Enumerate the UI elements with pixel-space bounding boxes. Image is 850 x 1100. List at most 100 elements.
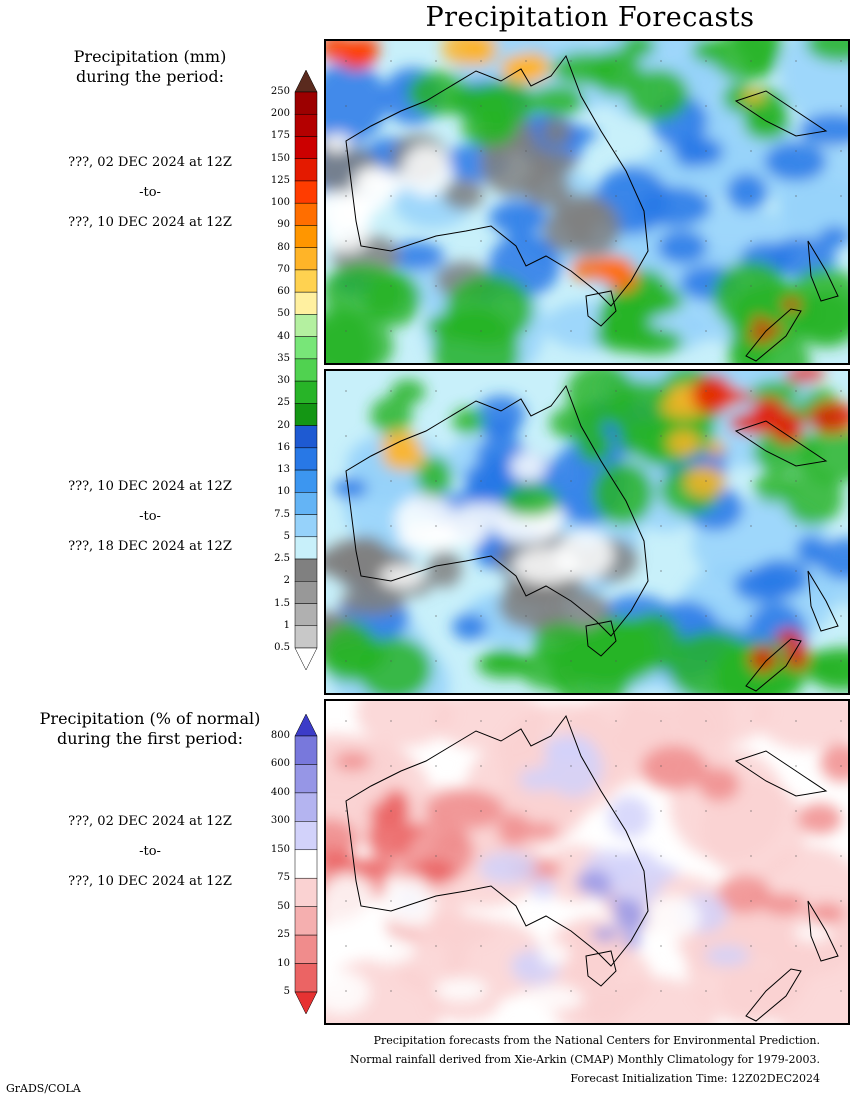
pct-colorbar-tick-label: 400 [270, 786, 290, 798]
tasmania-coastline [585, 620, 617, 657]
mm-colorbar-tick-label: 200 [270, 108, 290, 120]
map-2-svg [326, 371, 848, 693]
nz-south-coastline [745, 308, 802, 362]
mm-colorbar-tick-label: 1 [283, 619, 290, 631]
mm-colorbar-swatch [294, 514, 318, 538]
pct-colorbar-tick-label: 10 [277, 957, 290, 969]
pct-colorbar-swatch [294, 906, 318, 936]
mm-colorbar-swatch [294, 202, 318, 226]
nz-north-coastline [807, 570, 839, 632]
nz-south-coastline [745, 968, 802, 1022]
mm-colorbar-tick-label: 2 [283, 575, 290, 587]
mm-colorbar-tick-label: 40 [277, 330, 290, 342]
forecast-map-period-1 [324, 39, 850, 365]
mm-colorbar-swatch [294, 625, 318, 649]
pct-colorbar-top-arrow [294, 713, 318, 737]
footer-line-2: Normal rainfall derived from Xie-Arkin (… [350, 1053, 820, 1066]
mm-colorbar-swatch [294, 447, 318, 471]
nz-south-coastline [745, 638, 802, 692]
footer-line-1: Precipitation forecasts from the Nationa… [373, 1034, 820, 1047]
mm-colorbar-tick-label: 10 [277, 486, 290, 498]
mm-colorbar-tick-label: 70 [277, 263, 290, 275]
australia-coastline [345, 384, 649, 637]
png-coastline [734, 750, 828, 797]
software-credit: GrADS/COLA [6, 1082, 81, 1095]
mm-colorbar-tick-label: 80 [277, 241, 290, 253]
mm-colorbar-tick-label: 30 [277, 375, 290, 387]
mm-colorbar-swatch [294, 558, 318, 582]
mm-colorbar-tick-label: 150 [270, 152, 290, 164]
pct-legend-heading: Precipitation (% of normal) during the f… [30, 709, 270, 749]
mm-colorbar-tick-label: 125 [270, 174, 290, 186]
pct-colorbar-tick-label: 75 [277, 872, 290, 884]
period-end: ???, 10 DEC 2024 at 12Z [68, 215, 232, 230]
map-3-svg [326, 701, 848, 1023]
mm-colorbar-tick-label: 16 [277, 441, 290, 453]
period-1-label: ???, 02 DEC 2024 at 12Z -to- ???, 10 DEC… [40, 152, 260, 242]
mm-colorbar-swatch [294, 136, 318, 159]
footer-line-3: Forecast Initialization Time: 12Z02DEC20… [570, 1072, 820, 1085]
pct-colorbar-swatch [294, 877, 318, 907]
mm-colorbar-tick-label: 50 [277, 308, 290, 320]
mm-colorbar-tick-label: 7.5 [274, 508, 290, 520]
tasmania-coastline [585, 290, 617, 327]
pct-colorbar-swatch [294, 963, 318, 993]
mm-heading-line-2: during the period: [76, 67, 224, 86]
mm-colorbar-swatch [294, 158, 318, 182]
mm-colorbar-tick-label: 1.5 [274, 597, 290, 609]
page-title: Precipitation Forecasts [425, 2, 755, 33]
mm-colorbar-swatch [294, 425, 318, 449]
mm-colorbar-swatch [294, 469, 318, 493]
pct-colorbar-tick-label: 600 [270, 758, 290, 770]
mm-colorbar-swatch [294, 225, 318, 248]
nz-north-coastline [807, 900, 839, 962]
mm-colorbar-swatch [294, 269, 318, 293]
mm-colorbar-swatch [294, 492, 318, 515]
australia-coastline [345, 714, 649, 967]
mm-colorbar-tick-label: 60 [277, 286, 290, 298]
pct-colorbar-tick-label: 800 [270, 730, 290, 741]
tasmania-coastline [585, 950, 617, 987]
period-separator: -to- [139, 185, 161, 200]
mm-colorbar-swatch [294, 180, 318, 204]
mm-colorbar-swatch [294, 403, 318, 426]
mm-colorbar-swatch [294, 314, 318, 337]
mm-colorbar-tick-label: 25 [277, 397, 290, 409]
mm-colorbar-tick-label: 13 [277, 464, 290, 476]
mm-colorbar-swatch [294, 113, 318, 137]
mm-colorbar-tick-label: 35 [277, 352, 290, 364]
mm-colorbar-swatch [294, 603, 318, 627]
pct-colorbar-bottom-arrow [294, 991, 318, 1015]
pct-colorbar-tick-label: 300 [270, 815, 290, 827]
png-coastline [734, 420, 828, 467]
period-2-label: ???, 10 DEC 2024 at 12Z -to- ???, 18 DEC… [40, 476, 260, 566]
pct-colorbar-swatch [294, 934, 318, 964]
mm-legend-heading: Precipitation (mm) during the period: [40, 47, 260, 87]
mm-colorbar-swatch [294, 380, 318, 404]
map-1-svg [326, 41, 848, 363]
mm-colorbar-top-arrow [294, 69, 318, 93]
period-end: ???, 10 DEC 2024 at 12Z [68, 874, 232, 889]
pct-colorbar-swatch [294, 792, 318, 822]
pct-colorbar-svg [294, 713, 318, 1015]
pct-colorbar-tick-label: 5 [283, 986, 290, 997]
mm-colorbar-tick-label: 2.5 [274, 553, 290, 565]
period-separator: -to- [139, 844, 161, 859]
pct-colorbar: 800 600 400 300 150 75 50 25 10 5 [240, 713, 320, 1015]
pct-colorbar-tick-label: 150 [270, 843, 290, 855]
mm-colorbar-swatch [294, 247, 318, 271]
mm-colorbar-swatch [294, 291, 318, 315]
mm-colorbar-swatch [294, 91, 318, 115]
pct-colorbar-tick-label: 25 [277, 929, 290, 941]
mm-colorbar-swatch [294, 358, 318, 382]
footer-notes: Precipitation forecasts from the Nationa… [300, 1031, 820, 1088]
period-start: ???, 02 DEC 2024 at 12Z [68, 814, 232, 829]
mm-colorbar-swatch [294, 336, 318, 360]
png-coastline [734, 90, 828, 137]
percent-normal-map [324, 699, 850, 1025]
pct-colorbar-swatch [294, 735, 318, 765]
mm-colorbar-tick-label: 5 [283, 530, 290, 542]
mm-heading-line-1: Precipitation (mm) [73, 47, 227, 66]
mm-colorbar-tick-label: 175 [270, 130, 290, 142]
pct-colorbar-swatch [294, 821, 318, 851]
